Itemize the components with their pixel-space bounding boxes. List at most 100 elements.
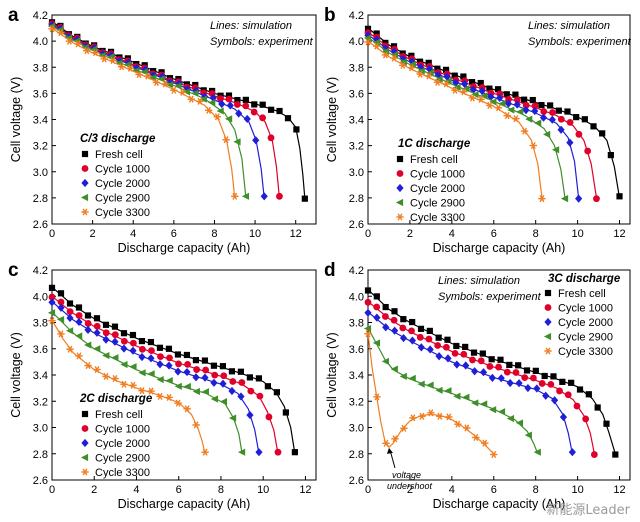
data-point xyxy=(408,374,416,382)
data-point xyxy=(202,366,210,374)
data-point xyxy=(451,72,458,79)
undershoot-label-line1: voltage xyxy=(392,470,421,480)
data-point xyxy=(521,96,528,103)
data-point xyxy=(138,352,146,362)
data-point xyxy=(515,362,522,369)
legend-label: Cycle 2000 xyxy=(95,438,150,450)
data-point xyxy=(550,373,557,380)
x-tick-label: 2 xyxy=(91,484,97,496)
data-point xyxy=(233,138,241,146)
data-point xyxy=(471,90,479,99)
data-point xyxy=(549,109,556,116)
star-spoke xyxy=(513,115,519,123)
data-point xyxy=(228,386,236,396)
annotation-simulation: Lines: simulation xyxy=(438,275,520,287)
data-point xyxy=(454,420,462,428)
y-tick-label: 2.8 xyxy=(349,193,364,205)
star-spoke xyxy=(522,127,528,135)
star-spoke xyxy=(121,380,127,388)
legend-label: Cycle 3300 xyxy=(558,346,613,358)
legend-marker xyxy=(544,289,552,297)
data-point xyxy=(364,25,372,32)
data-point xyxy=(436,412,444,420)
legend-marker xyxy=(81,208,89,216)
star-spoke xyxy=(214,113,220,121)
data-point xyxy=(373,30,380,37)
data-point xyxy=(540,108,548,115)
data-point xyxy=(216,107,224,115)
data-point xyxy=(184,360,191,368)
star-spoke xyxy=(464,424,470,432)
data-point xyxy=(400,424,408,432)
data-point xyxy=(291,449,298,456)
star-spoke xyxy=(365,38,371,46)
data-point xyxy=(489,98,497,106)
data-point xyxy=(451,349,459,357)
data-point xyxy=(541,372,548,380)
data-point xyxy=(138,345,146,353)
data-point xyxy=(444,354,452,363)
data-point xyxy=(65,37,74,45)
data-point xyxy=(264,383,271,390)
data-point xyxy=(265,413,273,421)
data-point xyxy=(575,130,583,138)
x-tick-label: 12 xyxy=(299,484,311,496)
data-point xyxy=(451,86,459,94)
data-point xyxy=(252,136,260,145)
panel-letter: b xyxy=(324,5,336,26)
data-point xyxy=(399,58,407,66)
star-spoke xyxy=(419,412,425,420)
data-point xyxy=(538,380,546,387)
data-point xyxy=(255,375,262,382)
legend-marker xyxy=(396,170,404,177)
data-point xyxy=(129,339,137,347)
data-point xyxy=(48,298,56,307)
data-point xyxy=(584,147,592,155)
data-point xyxy=(399,324,407,332)
y-tick-label: 2.6 xyxy=(349,475,364,487)
y-tick-label: 3.6 xyxy=(349,88,364,100)
data-point xyxy=(382,303,389,311)
x-tick-label: 0 xyxy=(49,484,55,496)
data-point xyxy=(390,54,398,62)
data-point xyxy=(407,64,416,72)
legend-marker xyxy=(396,213,404,221)
star-spoke xyxy=(446,413,452,421)
data-point xyxy=(84,341,92,349)
data-point xyxy=(165,376,173,385)
star-spoke xyxy=(223,136,229,144)
data-point xyxy=(460,350,468,358)
star-spoke xyxy=(487,101,493,110)
legend-label: Cycle 3300 xyxy=(95,207,150,219)
data-point xyxy=(576,386,584,393)
data-point xyxy=(268,106,275,113)
data-point xyxy=(48,25,56,33)
data-point xyxy=(444,387,452,395)
data-point xyxy=(109,56,117,65)
x-tick-label: 10 xyxy=(571,484,583,496)
data-point xyxy=(505,95,512,103)
star-spoke xyxy=(67,345,73,353)
chart-title: C/3 discharge xyxy=(80,133,156,145)
star-spoke xyxy=(112,374,118,383)
data-point xyxy=(210,362,218,369)
star-spoke xyxy=(162,80,168,88)
data-point xyxy=(211,371,219,379)
legend-label: Cycle 1000 xyxy=(410,169,465,181)
data-point xyxy=(75,317,83,327)
legend-label: Cycle 2000 xyxy=(558,317,613,329)
y-tick-label: 3.4 xyxy=(33,370,48,382)
data-point xyxy=(234,96,241,104)
star-spoke xyxy=(175,399,181,407)
annotation-simulation: Lines: simulation xyxy=(210,20,292,32)
data-point xyxy=(276,192,283,200)
data-point xyxy=(201,357,209,364)
star-spoke xyxy=(84,47,90,55)
x-tick-label: 4 xyxy=(449,484,455,496)
legend-marker xyxy=(544,317,552,327)
data-point xyxy=(129,363,137,371)
data-point xyxy=(235,109,243,118)
star-spoke xyxy=(130,381,136,389)
data-point xyxy=(93,322,101,330)
y-tick-label: 4.2 xyxy=(349,10,364,22)
